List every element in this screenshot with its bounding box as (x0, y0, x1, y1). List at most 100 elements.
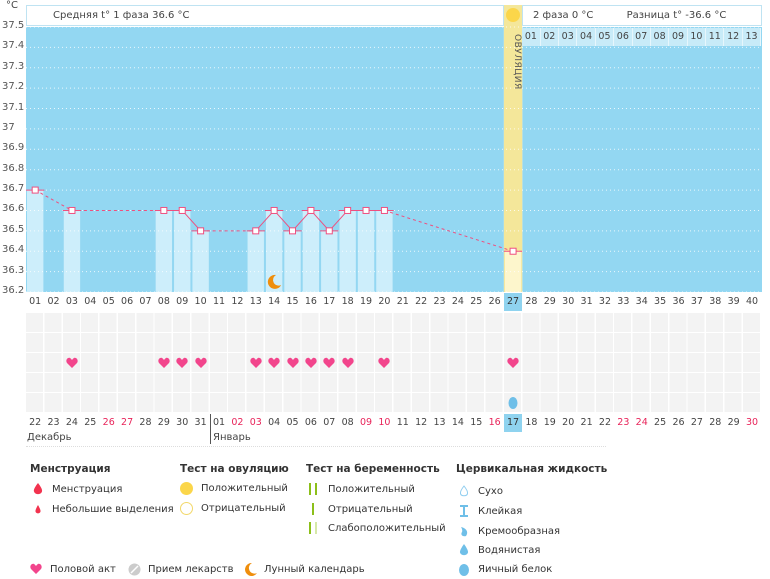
symptom-row[interactable] (26, 313, 762, 332)
calendar-date[interactable]: 25 (84, 417, 97, 428)
calendar-date[interactable]: 23 (47, 417, 60, 428)
cycle-day-label[interactable]: 18 (341, 296, 354, 307)
cycle-day-label[interactable]: 34 (635, 296, 648, 307)
cycle-day-label[interactable]: 12 (231, 296, 244, 307)
calendar-date[interactable]: 28 (139, 417, 152, 428)
cycle-day-label[interactable]: 25 (470, 296, 483, 307)
cycle-day-label[interactable]: 26 (488, 296, 501, 307)
phase1-area (26, 27, 504, 292)
calendar-date[interactable]: 26 (672, 417, 685, 428)
cycle-day-label[interactable]: 38 (709, 296, 722, 307)
calendar-date[interactable]: 31 (194, 417, 207, 428)
cycle-day-label[interactable]: 11 (212, 296, 226, 307)
symptom-row[interactable] (26, 333, 762, 352)
calendar-date[interactable]: 01 (212, 417, 226, 428)
cycle-day-label[interactable]: 40 (745, 296, 759, 307)
calendar-date[interactable]: 03 (249, 417, 262, 428)
cycle-day-label[interactable]: 15 (286, 296, 299, 307)
phase2-day-cell: 06 (614, 28, 633, 46)
calendar-date[interactable]: 30 (745, 417, 759, 428)
phase2-day-cell: 03 (559, 28, 578, 46)
temperature-point (252, 227, 260, 235)
cycle-day-label[interactable]: 03 (65, 296, 78, 307)
calendar-date[interactable]: 11 (396, 417, 409, 428)
cycle-day-label[interactable]: 10 (194, 296, 207, 307)
calendar-date[interactable]: 07 (323, 417, 336, 428)
cycle-day-label[interactable]: 33 (617, 296, 630, 307)
calendar-date[interactable]: 16 (488, 417, 501, 428)
calendar-date[interactable]: 19 (543, 417, 556, 428)
calendar-date[interactable]: 05 (286, 417, 299, 428)
creamy-drop-icon (458, 525, 470, 537)
cycle-day-label[interactable]: 09 (176, 296, 189, 307)
calendar-date[interactable]: 06 (304, 417, 317, 428)
cycle-day-label[interactable]: 36 (672, 296, 685, 307)
calendar-date[interactable]: 27 (121, 417, 134, 428)
calendar-date[interactable]: 21 (580, 417, 593, 428)
cycle-day-label[interactable]: 07 (139, 296, 152, 307)
calendar-date[interactable]: 09 (359, 417, 373, 428)
cycle-day-label[interactable]: 23 (433, 296, 446, 307)
cycle-day-label[interactable]: 14 (268, 296, 281, 307)
cycle-day-label[interactable]: 05 (102, 296, 115, 307)
cycle-day-label[interactable]: 01 (29, 296, 42, 307)
calendar-date[interactable]: 30 (176, 417, 189, 428)
calendar-date[interactable]: 20 (562, 417, 575, 428)
cycle-day-label[interactable]: 35 (654, 296, 667, 307)
cycle-day-label[interactable]: 32 (598, 296, 611, 307)
calendar-date[interactable]: 22 (598, 417, 611, 428)
calendar-date[interactable]: 14 (451, 417, 464, 428)
calendar-date[interactable]: 27 (690, 417, 703, 428)
y-tick-label: 37.1 (2, 101, 25, 113)
water-drop-icon (458, 544, 470, 556)
cycle-day-label[interactable]: 04 (84, 296, 97, 307)
calendar-date[interactable]: 02 (231, 417, 244, 428)
phase2-day-cell: 13 (742, 28, 762, 46)
cycle-day-label[interactable]: 39 (727, 296, 740, 307)
calendar-date[interactable]: 08 (341, 417, 354, 428)
cycle-day-label[interactable]: 22 (415, 296, 428, 307)
cycle-day-label[interactable]: 37 (690, 296, 703, 307)
calendar-date[interactable]: 24 (635, 417, 648, 428)
phase2-day-cell: 08 (650, 28, 670, 46)
calendar-date[interactable]: 28 (709, 417, 722, 428)
cycle-day-label[interactable]: 06 (121, 296, 134, 307)
phase2-day-cell: 04 (577, 28, 596, 46)
calendar-date[interactable]: 22 (29, 417, 42, 428)
cycle-day-label[interactable]: 08 (157, 296, 170, 307)
symptom-row[interactable] (26, 353, 762, 372)
cycle-day-label[interactable]: 28 (525, 296, 538, 307)
ovulation-label: ОВУЛЯЦИЯ (512, 34, 522, 90)
symptom-row[interactable] (26, 393, 762, 412)
calendar-date[interactable]: 29 (727, 417, 740, 428)
cycle-day-label[interactable]: 19 (359, 296, 373, 307)
cycle-day-label[interactable]: 02 (47, 296, 60, 307)
cycle-day-label[interactable]: 17 (323, 296, 336, 307)
y-tick-label: 36.2 (2, 285, 25, 296)
calendar-date[interactable]: 23 (617, 417, 630, 428)
cycle-day-label[interactable]: 16 (304, 296, 317, 307)
cycle-day-label[interactable]: 24 (451, 296, 464, 307)
calendar-date[interactable]: 24 (65, 417, 78, 428)
calendar-date[interactable]: 25 (654, 417, 667, 428)
calendar-date[interactable]: 26 (102, 417, 115, 428)
calendar-date[interactable]: 13 (433, 417, 446, 428)
cycle-day-label[interactable]: 29 (543, 296, 556, 307)
calendar-date[interactable]: 12 (415, 417, 428, 428)
calendar-date[interactable]: 04 (268, 417, 281, 428)
y-tick-label: 36.8 (2, 162, 25, 174)
cycle-day-label[interactable]: 30 (562, 296, 575, 307)
calendar-date[interactable]: 15 (470, 417, 483, 428)
calendar-date[interactable]: 17 (503, 414, 523, 432)
cycle-day-label[interactable]: 13 (249, 296, 262, 307)
symptom-row[interactable] (26, 373, 762, 392)
legend-cervical-creamy: Кремообразная (458, 525, 560, 537)
calendar-date[interactable]: 18 (525, 417, 538, 428)
cycle-day-label[interactable]: 21 (396, 296, 409, 307)
phase2-day-cell: 11 (706, 28, 725, 46)
cycle-day-label[interactable]: 31 (580, 296, 593, 307)
cycle-day-label[interactable]: 27 (503, 293, 523, 311)
calendar-date[interactable]: 10 (378, 417, 391, 428)
calendar-date[interactable]: 29 (157, 417, 170, 428)
cycle-day-label[interactable]: 20 (378, 296, 391, 307)
